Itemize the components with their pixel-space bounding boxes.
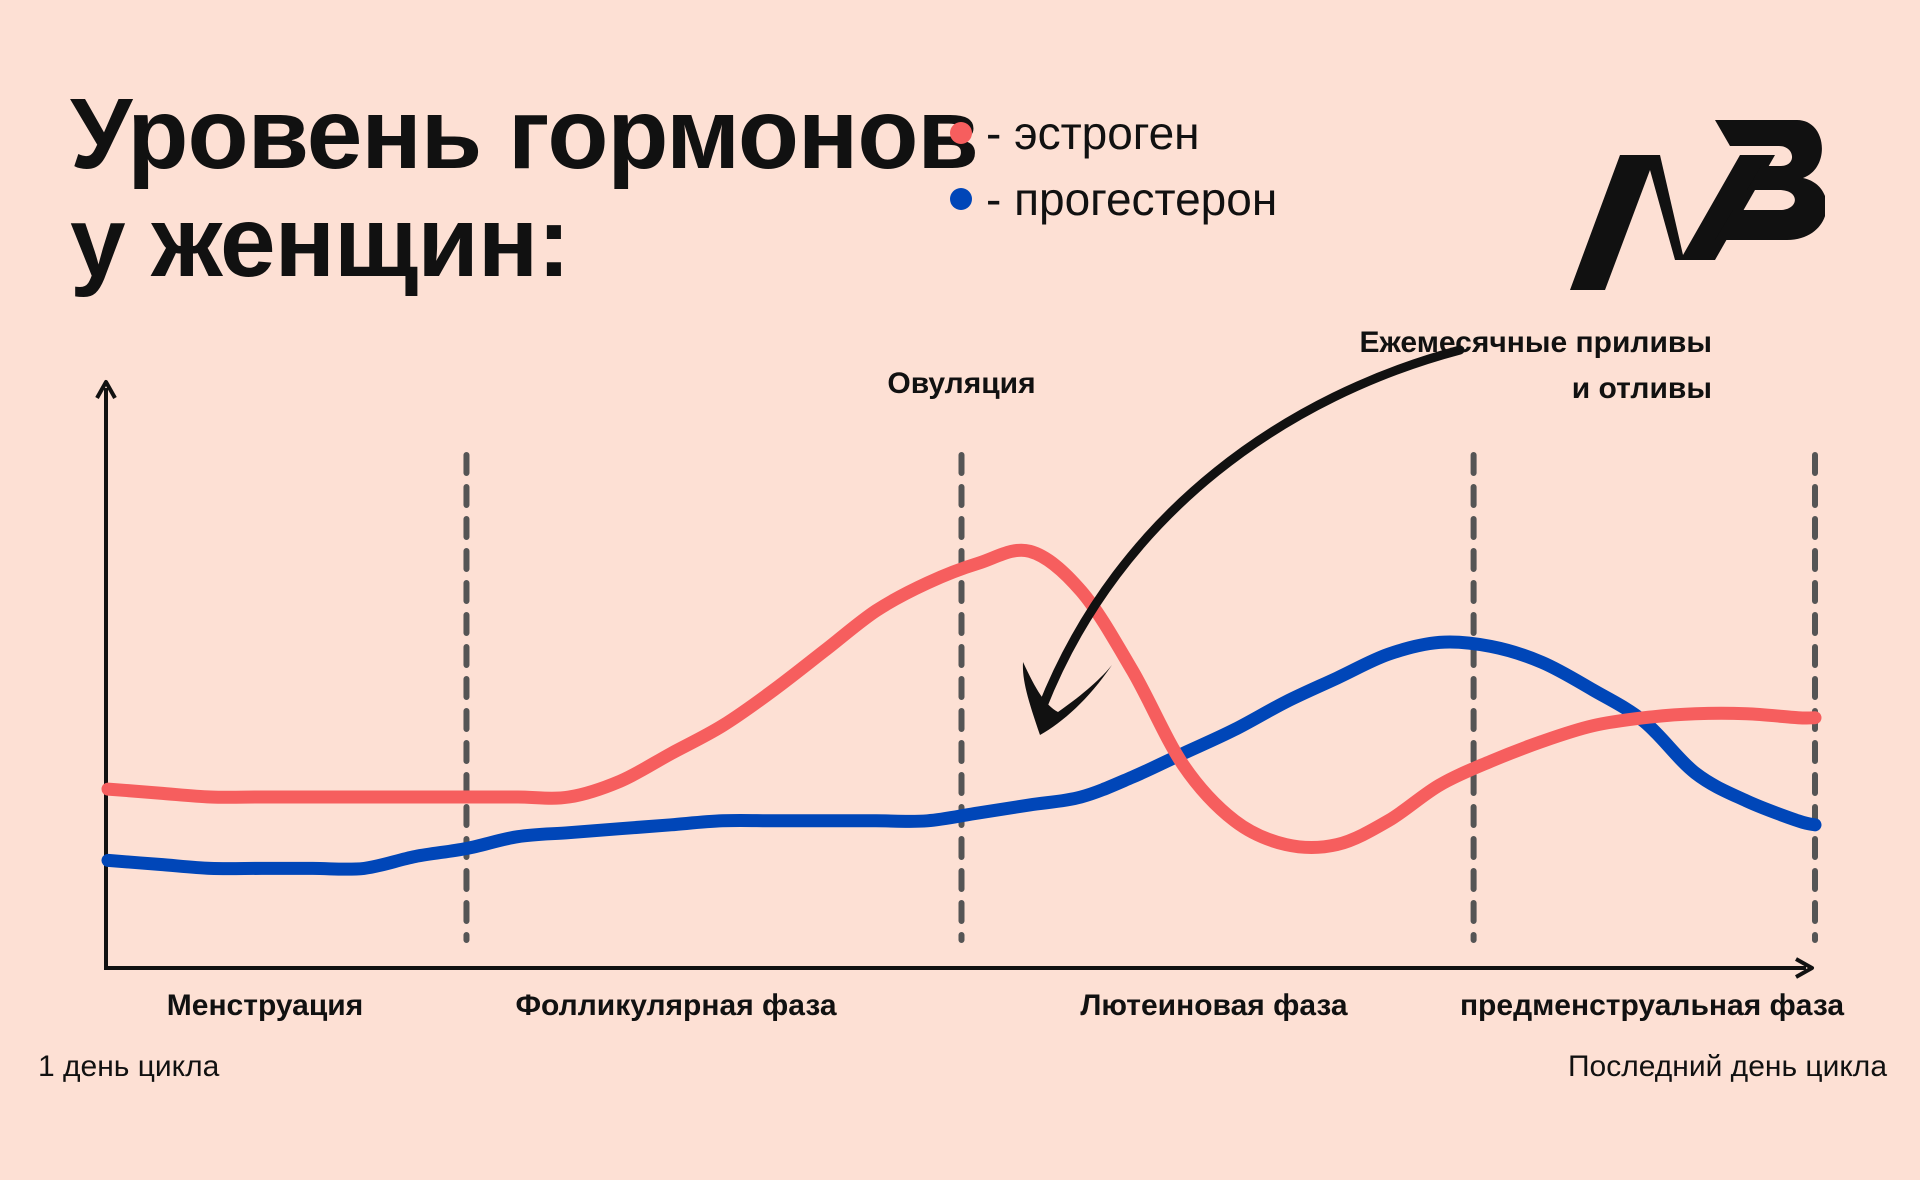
estrogen-legend-dot (950, 122, 972, 144)
annotation-line-1: Ежемесячные приливы (1359, 326, 1712, 359)
phase-label-premenstrual: предменструальная фаза (1460, 989, 1844, 1022)
progesterone-legend-label: - прогестерон (986, 173, 1278, 225)
annotation-arrow (1037, 345, 1465, 713)
progesterone-legend-dot (950, 188, 972, 210)
legend: - эстроген - прогестерон (950, 100, 1277, 232)
monthly-annotation: Ежемесячные приливы и отливы (1360, 320, 1712, 412)
chart-title: Уровень гормонов у женщин: (70, 78, 979, 298)
x-axis-arrow (1795, 957, 1814, 979)
cycle-end-label: Последний день цикла (1567, 1050, 1887, 1083)
progesterone-line (101, 635, 1822, 876)
ovulation-label: Овуляция (887, 367, 1035, 400)
nb-logo-icon (1570, 120, 1825, 290)
annotation-line-2: и отливы (1571, 372, 1712, 405)
cycle-start-label: 1 день цикла (38, 1050, 220, 1083)
annotation-arrowhead (1022, 662, 1112, 735)
legend-item-progesterone: - прогестерон (950, 166, 1277, 232)
title-line-2: у женщин: (70, 186, 571, 298)
phase-label-follicular: Фолликулярная фаза (515, 989, 836, 1022)
phase-label-menstruation: Менструация (167, 989, 363, 1022)
estrogen-legend-label: - эстроген (986, 107, 1200, 159)
phase-label-luteal: Лютеиновая фаза (1080, 989, 1348, 1022)
legend-item-estrogen: - эстроген (950, 100, 1277, 166)
y-axis-arrow (95, 380, 117, 399)
estrogen-line (101, 543, 1822, 855)
title-line-1: Уровень гормонов (70, 78, 979, 190)
